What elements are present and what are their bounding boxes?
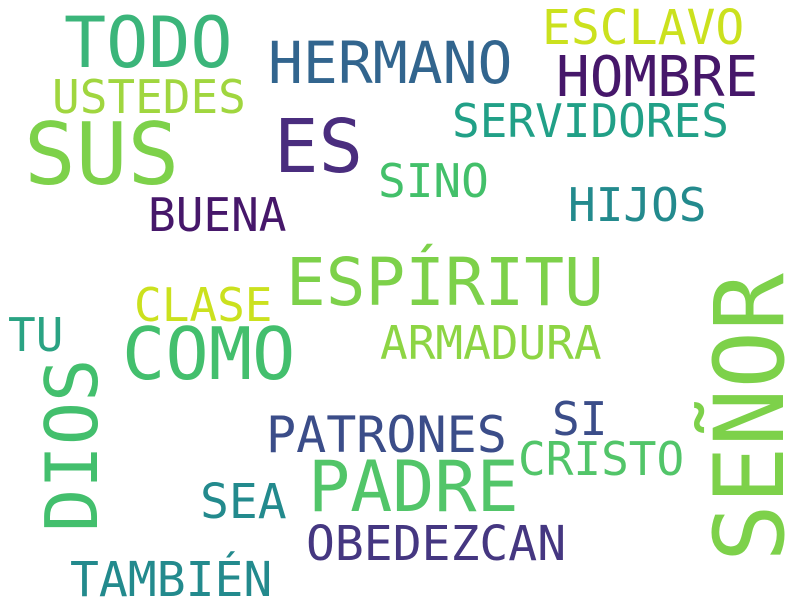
word-espiritu: ESPÍRITU — [286, 244, 604, 321]
word-todo: TODO — [64, 2, 233, 84]
word-sino: SINO — [378, 154, 489, 208]
word-buena: BUENA — [148, 188, 287, 242]
word-tu: TU — [8, 308, 64, 362]
word-patrones: PATRONES — [266, 406, 507, 464]
word-ustedes: USTEDES — [52, 70, 246, 124]
word-padre: PADRE — [308, 446, 519, 528]
word-servidores: SERVIDORES — [452, 94, 729, 148]
word-senor: SEÑOR — [694, 273, 800, 562]
word-tambien: TAMBIÉN — [70, 552, 273, 600]
word-sus: SUS — [24, 105, 180, 205]
word-sea: SEA — [200, 474, 287, 530]
word-obedezcan: OBEDEZCAN — [306, 516, 567, 572]
word-hombre: HOMBRE — [556, 45, 759, 110]
word-hijos: HIJOS — [568, 178, 707, 232]
word-hermano: HERMANO — [268, 29, 513, 97]
word-clase: CLASE — [134, 278, 273, 332]
word-es: ES — [274, 104, 364, 190]
word-cristo: CRISTO — [518, 432, 685, 486]
word-como: COMO — [122, 312, 296, 396]
word-si: SI — [552, 392, 608, 446]
word-esclavo: ESCLAVO — [542, 0, 745, 56]
word-armadura: ARMADURA — [380, 316, 602, 370]
word-dios: DIOS — [30, 358, 114, 532]
